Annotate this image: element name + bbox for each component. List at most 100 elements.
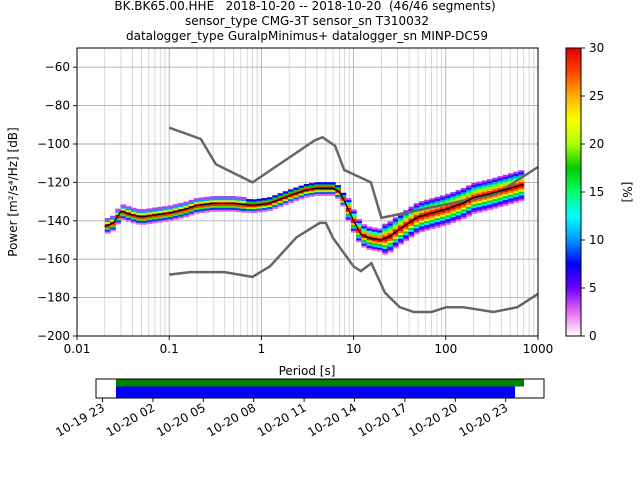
density-cell	[125, 209, 132, 213]
density-cell	[408, 206, 415, 209]
density-cell	[272, 206, 279, 209]
x-tick-label: 0.1	[160, 342, 179, 356]
x-axis-label: Period [s]	[279, 364, 336, 378]
density-cell	[136, 220, 143, 223]
density-cell	[513, 183, 520, 186]
density-cell	[356, 218, 362, 222]
density-cell	[136, 214, 143, 217]
density-cell	[188, 199, 195, 203]
density-cell	[167, 207, 174, 210]
density-cell	[130, 209, 137, 212]
density-cell	[476, 198, 483, 202]
density-cell	[424, 211, 431, 214]
density-cell	[350, 216, 357, 220]
density-cell	[350, 211, 357, 214]
density-cell	[497, 183, 504, 187]
density-cell	[246, 210, 252, 213]
density-cell	[513, 194, 520, 198]
density-cell	[146, 219, 153, 223]
density-cell	[439, 212, 446, 215]
density-cell	[183, 201, 190, 204]
density-cell	[151, 209, 158, 212]
density-cell	[303, 193, 310, 196]
density-cell	[450, 209, 457, 212]
density-cell	[246, 202, 252, 206]
density-cell	[450, 191, 457, 195]
density-cell	[382, 250, 389, 253]
density-cell	[466, 212, 472, 215]
density-cell	[403, 233, 410, 236]
density-cell	[476, 193, 483, 196]
density-cell	[183, 211, 190, 214]
density-cell	[324, 182, 331, 185]
density-cell	[502, 178, 509, 181]
density-cell	[418, 210, 425, 213]
density-cell	[288, 193, 294, 196]
density-cell	[434, 206, 441, 209]
density-cell	[267, 199, 273, 202]
density-cell	[382, 239, 389, 242]
density-cell	[251, 205, 258, 208]
density-cell	[225, 203, 232, 206]
density-cell	[288, 198, 294, 202]
density-cell	[513, 189, 520, 192]
density-cell	[209, 209, 216, 212]
density-cell	[497, 205, 504, 208]
x-tick-label: 1000	[523, 342, 554, 356]
density-cell	[246, 208, 252, 211]
density-cell	[214, 199, 221, 203]
density-cell	[476, 183, 483, 186]
density-cell	[476, 206, 483, 209]
density-cell	[518, 195, 525, 198]
density-cell	[261, 203, 268, 207]
density-cell	[350, 226, 357, 229]
density-cell	[471, 194, 478, 197]
density-cell	[366, 241, 373, 245]
density-cell	[246, 206, 252, 210]
density-cell	[403, 213, 410, 217]
density-cell	[476, 204, 483, 207]
y-tick-label: −140	[37, 214, 70, 228]
density-cell	[502, 174, 509, 177]
density-cell	[497, 195, 504, 198]
density-cell	[188, 213, 195, 216]
colorbar-tick-label: 20	[589, 137, 604, 151]
density-cell	[518, 187, 525, 190]
density-cell	[508, 188, 514, 191]
density-cell	[340, 204, 347, 207]
density-cell	[261, 209, 268, 212]
density-cell	[513, 177, 520, 180]
density-cell	[392, 244, 399, 247]
density-cell	[439, 218, 446, 221]
density-cell	[361, 226, 368, 229]
density-cell	[429, 202, 436, 205]
density-cell	[513, 171, 520, 174]
density-cell	[256, 204, 263, 207]
density-cell	[251, 199, 258, 202]
density-cell	[403, 229, 410, 232]
density-cell	[214, 209, 221, 212]
density-cell	[115, 208, 122, 211]
density-cell	[193, 200, 200, 203]
density-cell	[445, 199, 451, 202]
density-cell	[377, 243, 383, 246]
density-cell	[136, 218, 143, 221]
density-cell	[298, 189, 305, 192]
density-cell	[466, 185, 472, 188]
density-cell	[481, 205, 488, 208]
density-cell	[272, 197, 279, 200]
density-cell	[492, 177, 499, 180]
density-cell	[382, 246, 389, 249]
density-cell	[508, 200, 514, 203]
density-cell	[371, 235, 378, 238]
density-cell	[508, 194, 514, 197]
density-cell	[141, 220, 148, 223]
density-cell	[398, 236, 404, 239]
density-cell	[298, 197, 305, 200]
density-cell	[513, 187, 520, 190]
density-cell	[240, 204, 247, 207]
density-cell	[115, 218, 122, 221]
density-cell	[497, 201, 504, 204]
density-cell	[439, 220, 446, 223]
density-cell	[146, 210, 153, 213]
